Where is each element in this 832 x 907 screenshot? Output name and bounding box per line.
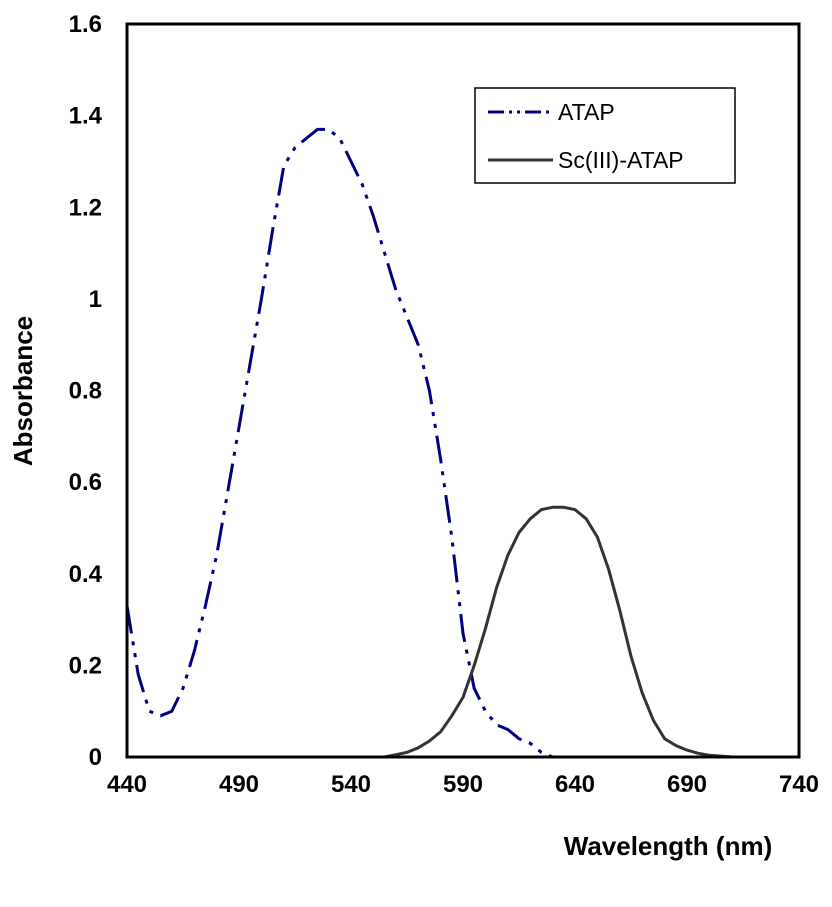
y-tick-label: 0.6 — [69, 469, 102, 496]
x-axis-title: Wavelength (nm) — [564, 831, 772, 861]
y-tick-label: 0.2 — [69, 652, 102, 679]
x-tick-label: 490 — [219, 771, 259, 798]
y-tick-label: 1 — [89, 286, 102, 313]
x-tick-label: 690 — [667, 771, 707, 798]
y-axis-title: Absorbance — [8, 316, 38, 466]
y-tick-label: 0.8 — [69, 378, 102, 405]
series-line-0 — [125, 127, 575, 759]
legend-box — [474, 87, 736, 184]
plot-frame — [125, 22, 801, 759]
y-tick-label: 1.2 — [69, 194, 102, 221]
legend-label: Sc(III)-ATAP — [558, 147, 684, 173]
legend-label: ATAP — [558, 99, 615, 125]
y-tick-labels: 0 0.2 0.4 0.6 0.8 1 1.2 1.4 1.6 — [69, 11, 103, 771]
y-tick-label: 1.6 — [69, 11, 102, 38]
series-line-1 — [306, 505, 732, 759]
x-tick-labels: 440 490 540 590 640 690 740 — [107, 771, 819, 798]
x-tick-label: 590 — [443, 771, 483, 798]
y-tick-label: 0 — [89, 744, 102, 771]
y-tick-label: 0.4 — [69, 561, 103, 588]
x-tick-label: 440 — [107, 771, 147, 798]
x-tick-label: 640 — [555, 771, 595, 798]
x-tick-label: 740 — [779, 771, 819, 798]
series-layer — [125, 127, 732, 759]
y-tick-label: 1.4 — [69, 103, 103, 130]
legend: ATAP Sc(III)-ATAP — [474, 87, 736, 184]
x-tick-label: 540 — [331, 771, 371, 798]
